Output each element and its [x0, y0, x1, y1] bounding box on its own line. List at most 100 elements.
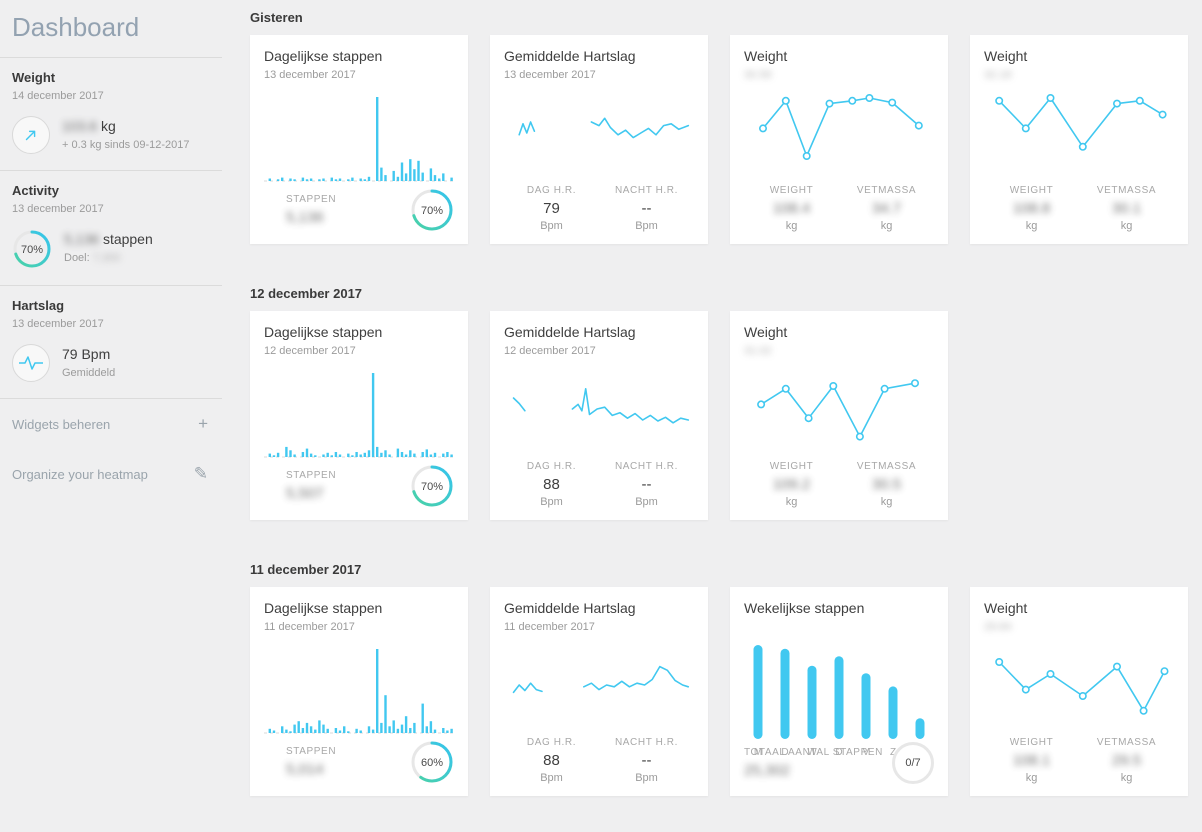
card-stats: STAPPEN 5,507 70% [264, 464, 454, 508]
trend-up-icon [12, 116, 50, 154]
stat-label: VETMASSA [1096, 737, 1157, 748]
sidebar-activity-widget[interactable]: Activity 13 december 2017 70% 5,136 stap… [12, 171, 210, 285]
sidebar: Dashboard Weight 14 december 2017 103.6 … [0, 0, 222, 832]
stat-value: 30.5 [871, 476, 902, 493]
weight-card[interactable]: Weight 31.02 WEIGHT 109.2 kg VETMASSA 30.5 kg [730, 311, 948, 520]
svg-text:70%: 70% [21, 244, 43, 256]
stat-label: WEIGHT [1009, 185, 1054, 196]
svg-text:V: V [863, 747, 870, 758]
line-chart [504, 363, 694, 455]
line-chart [504, 87, 694, 179]
card-stats: WEIGHT 108.4 kg VETMASSA 34.7 kg [744, 185, 934, 232]
stat-value: 5,507 [286, 484, 324, 502]
line-chart [504, 639, 694, 731]
heartrate-widget-date: 13 december 2017 [12, 318, 104, 330]
divider [0, 170, 222, 171]
stat-label: DAG H.R. [526, 185, 577, 196]
sections-root: Gisteren Dagelijkse stappen 13 december 20… [250, 10, 1202, 796]
stat-block: WEIGHT 109.2 kg [744, 461, 839, 508]
bars-chart [264, 639, 454, 741]
goal-badge: 0/7 [892, 742, 934, 784]
divider [0, 398, 222, 399]
stat-block: VETMASSA 34.7 kg [839, 185, 934, 232]
card-date: 12 december 2017 [504, 345, 596, 357]
card-date: 32.18 [984, 69, 1012, 81]
stat-label: STAPPEN [286, 469, 337, 481]
stat-value: 108.1 [1012, 752, 1051, 769]
steps-card[interactable]: Dagelijkse stappen 12 december 2017 STAPPE… [250, 311, 468, 520]
steps-card[interactable]: Dagelijkse stappen 11 december 2017 STAPPE… [250, 587, 468, 796]
heartbeat-icon [12, 344, 50, 382]
weight-card[interactable]: Weight 30.58 WEIGHT 108.4 kg VETMASSA 34.7 kg [730, 35, 948, 244]
stat-block: STAPPEN 5,136 [286, 194, 336, 227]
weekly-card[interactable]: Wekelijkse stappenMDWDVZZTOTAAL AANTAL S… [730, 587, 948, 796]
hr-card[interactable]: Gemiddelde Hartslag 11 december 2017 DAG H… [490, 587, 708, 796]
stat-block: VETMASSA 30.1 kg [1079, 185, 1174, 232]
stat-label: VETMASSA [856, 461, 917, 472]
stat-block: WEIGHT 108.4 kg [744, 185, 839, 232]
card-row: Dagelijkse stappen 12 december 2017 STAPPE… [250, 311, 1202, 520]
stat-block: DAG H.R. 79 Bpm [504, 185, 599, 232]
card-title: Weight [984, 48, 1028, 64]
sidebar-weight-widget[interactable]: Weight 14 december 2017 103.6 kg + 0.3 k… [12, 58, 210, 170]
stat-unit: kg [880, 496, 893, 508]
manage-widgets-label: Widgets beheren [12, 416, 111, 432]
weight-number: 103.6 [62, 118, 98, 134]
card-stats: DAG H.R. 79 Bpm NACHT H.R. -- Bpm [504, 185, 694, 232]
sidebar-heartrate-widget[interactable]: Hartslag 13 december 2017 79 Bpm Gemidde… [12, 286, 210, 398]
stat-value: 108.8 [1012, 200, 1051, 217]
stat-unit: Bpm [635, 496, 658, 508]
card-title: Weight [984, 600, 1028, 616]
card-title: Dagelijkse stappen [264, 48, 383, 64]
stat-label: STAPPEN [286, 193, 337, 205]
divider [0, 57, 222, 58]
stat-block: TOTAAL AANTAL STAPPEN 25,302 [744, 747, 883, 780]
card-date: 13 december 2017 [264, 69, 356, 81]
svg-text:Z: Z [890, 747, 896, 758]
weekly-chart: MDWDVZZ [744, 639, 934, 763]
card-stats: TOTAAL AANTAL STAPPEN 25,302 0/7 [744, 742, 934, 784]
section-header: Gisteren [250, 10, 303, 25]
heartrate-value: 79 Bpm [62, 346, 111, 362]
stat-unit: kg [1120, 772, 1133, 784]
svg-text:M: M [754, 747, 762, 758]
stat-label: NACHT H.R. [614, 461, 679, 472]
card-stats: DAG H.R. 88 Bpm NACHT H.R. -- Bpm [504, 461, 694, 508]
hr-card[interactable]: Gemiddelde Hartslag 12 december 2017 DAG H… [490, 311, 708, 520]
stat-value: 5,136 [286, 208, 324, 226]
organize-heatmap-button[interactable]: Organize your heatmap ✎ [12, 449, 210, 499]
stat-block: WEIGHT 108.8 kg [984, 185, 1079, 232]
stat-unit: Bpm [540, 496, 563, 508]
card-date: 30.58 [744, 69, 772, 81]
page-title: Dashboard [12, 12, 140, 42]
card-date: 11 december 2017 [264, 621, 355, 633]
card-title: Weight [744, 324, 788, 340]
heartrate-widget-title: Hartslag [12, 298, 65, 313]
stat-unit: kg [1025, 772, 1038, 784]
stat-unit: Bpm [635, 220, 658, 232]
progress-ring: 70% [410, 464, 454, 508]
stat-label: TOTAAL AANTAL STAPPEN [744, 746, 883, 758]
stat-value: 109.2 [772, 476, 811, 493]
weight-widget-title: Weight [12, 70, 56, 85]
stat-label: VETMASSA [1096, 185, 1157, 196]
card-stats: STAPPEN 5,136 70% [264, 188, 454, 232]
svg-text:70%: 70% [421, 481, 443, 493]
dots-chart [984, 639, 1174, 731]
stat-unit: Bpm [635, 772, 658, 784]
stat-block: STAPPEN 5,014 [286, 746, 336, 779]
weight-card[interactable]: Weight 29.84 WEIGHT 108.1 kg VETMASSA 29.5 kg [970, 587, 1188, 796]
svg-text:D: D [781, 747, 788, 758]
card-stats: WEIGHT 108.1 kg VETMASSA 29.5 kg [984, 737, 1174, 784]
card-date: 12 december 2017 [264, 345, 356, 357]
steps-card[interactable]: Dagelijkse stappen 13 december 2017 STAPPE… [250, 35, 468, 244]
svg-text:D: D [835, 747, 842, 758]
card-title: Weight [744, 48, 788, 64]
hr-card[interactable]: Gemiddelde Hartslag 13 december 2017 DAG H… [490, 35, 708, 244]
stat-block: DAG H.R. 88 Bpm [504, 461, 599, 508]
stat-unit: kg [880, 220, 893, 232]
card-title: Dagelijkse stappen [264, 324, 383, 340]
weight-card[interactable]: Weight 32.18 WEIGHT 108.8 kg VETMASSA 30.1 kg [970, 35, 1188, 244]
manage-widgets-button[interactable]: Widgets beheren + [12, 399, 210, 449]
